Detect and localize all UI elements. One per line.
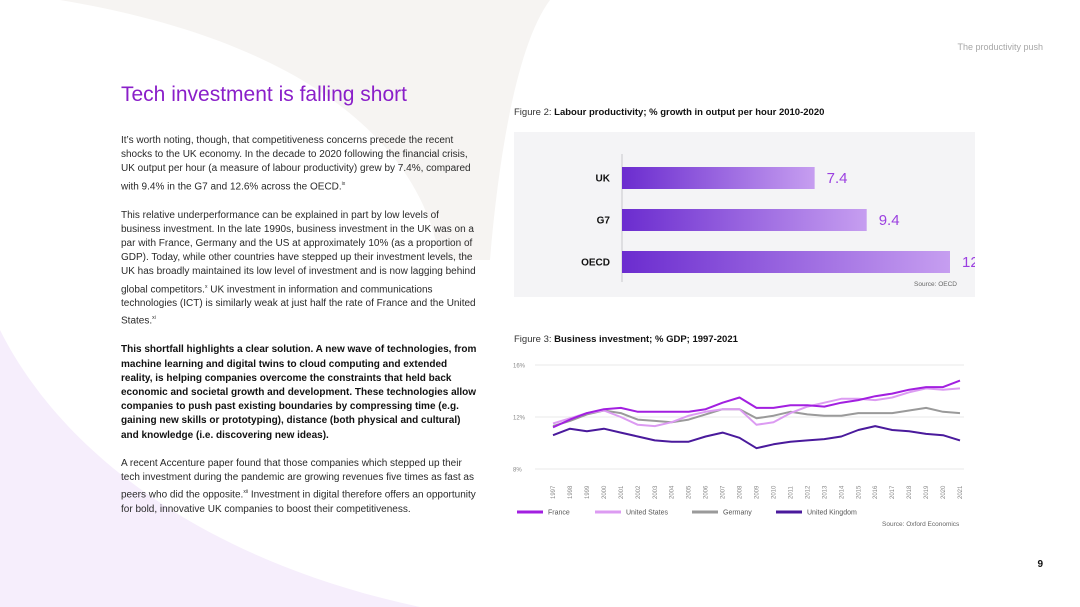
bar-oecd (622, 251, 950, 273)
figure2-panel: UK 7.4 G7 9.4 OECD 12.6 (514, 132, 991, 297)
x-tick-label: 2011 (788, 485, 794, 499)
x-tick-label: 2003 (653, 485, 659, 499)
x-tick-label: 2000 (602, 485, 608, 499)
series-line-france (552, 379, 961, 429)
bar-category-label: UK (596, 174, 611, 185)
x-tick-label: 2004 (670, 485, 676, 499)
x-tick-label: 2002 (636, 485, 642, 499)
legend-label: United Kingdom (807, 510, 857, 517)
paragraph-accenture: A recent Accenture paper found that thos… (121, 457, 476, 515)
x-tick-label: 2005 (687, 485, 693, 499)
productivity-bar-chart: UK 7.4 G7 9.4 OECD 12.6 (581, 154, 991, 282)
x-tick-label: 1998 (568, 485, 574, 499)
x-tick-label: 2016 (873, 485, 879, 499)
x-tick-label: 2001 (619, 485, 625, 499)
legend-label: France (548, 510, 570, 517)
footnote-ref: x (204, 283, 208, 290)
x-tick-label: 1999 (585, 485, 591, 499)
bar-uk (622, 167, 815, 189)
x-tick-label: 2007 (721, 485, 727, 499)
paragraph-investment: This relative underperformance can be ex… (121, 209, 476, 327)
investment-line-chart: 8% 12% 16% 1997 1998 1999 2000 2001 2002 2003 2004… (513, 364, 964, 517)
figure2-source: Source: OECD (914, 281, 957, 288)
x-tick-label: 2021 (958, 485, 964, 499)
x-tick-label: 2018 (907, 485, 913, 499)
x-tick-label: 2009 (755, 485, 761, 499)
background-arc-top (60, 0, 550, 260)
bar-value-label: 7.4 (827, 170, 848, 187)
background-arc-bottom (0, 330, 420, 607)
figure3-caption: Figure 3: Business investment; % GDP; 19… (514, 334, 738, 345)
bar-value-label: 12.6 (962, 254, 975, 271)
paragraph-solution: This shortfall highlights a clear soluti… (121, 344, 477, 441)
x-tick-label: 2019 (924, 485, 930, 499)
body-text: It’s worth noting, though, that competit… (121, 134, 481, 531)
figure2-caption: Figure 2: Labour productivity; % growth … (514, 107, 825, 118)
legend-label: Germany (723, 510, 752, 517)
x-tick-label: 2008 (738, 485, 744, 499)
x-tick-label: 1997 (551, 485, 557, 499)
figure3-source: Source: Oxford Economics (882, 521, 960, 528)
y-tick-label: 16% (513, 364, 526, 370)
series-line-united-kingdom (552, 425, 961, 450)
x-tick-label: 2015 (856, 485, 862, 499)
bar-category-label: OECD (581, 258, 610, 269)
footnote-ref: xii (243, 489, 249, 496)
x-tick-label: 2010 (771, 485, 777, 499)
x-tick-label: 2013 (822, 485, 828, 499)
footnote-ref: xi (152, 315, 156, 322)
x-tick-label: 2017 (890, 485, 896, 499)
page-number: 9 (1037, 559, 1043, 570)
x-tick-label: 2020 (941, 485, 947, 499)
bar-category-label: G7 (597, 216, 611, 227)
y-tick-label: 12% (513, 416, 526, 422)
legend-label: United States (626, 510, 669, 517)
x-tick-label: 2014 (839, 485, 845, 499)
footnote-ref: ix (341, 180, 346, 187)
series-line-united-states (552, 387, 961, 428)
bar-value-label: 9.4 (879, 212, 900, 229)
section-header: The productivity push (957, 42, 1043, 52)
series-line-germany (552, 406, 961, 428)
y-tick-label: 8% (513, 468, 522, 474)
page-title: Tech investment is falling short (121, 83, 407, 106)
paragraph-productivity: It’s worth noting, though, that competit… (121, 135, 471, 192)
bar-g7 (622, 209, 867, 231)
x-tick-label: 2012 (805, 485, 811, 499)
x-tick-label: 2006 (704, 485, 710, 499)
